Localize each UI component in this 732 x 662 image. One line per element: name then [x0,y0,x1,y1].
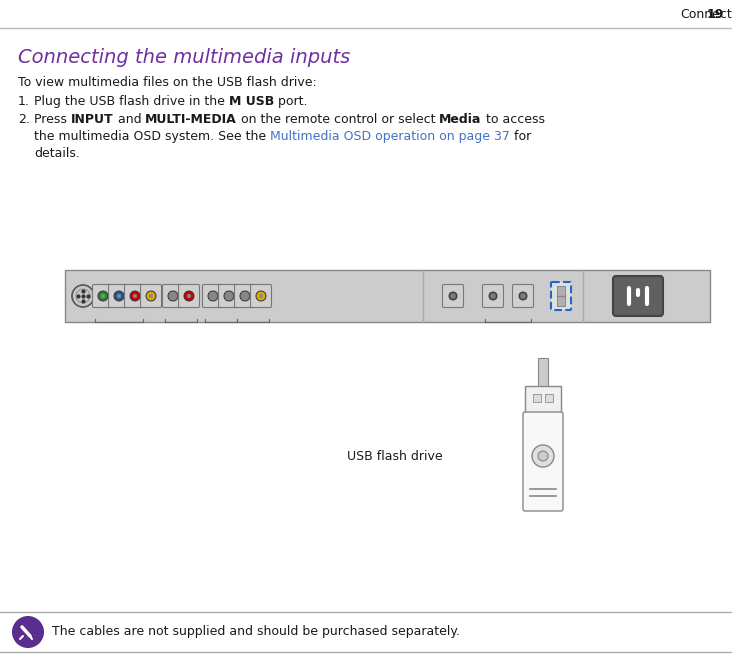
Bar [557,286,565,306]
Circle shape [212,294,214,298]
Circle shape [224,291,234,301]
Circle shape [522,295,524,297]
Text: for: for [510,130,531,143]
Text: on the remote control or select: on the remote control or select [237,113,439,126]
Text: M USB: M USB [229,95,274,108]
FancyBboxPatch shape [551,282,571,310]
Circle shape [243,294,247,298]
Text: port.: port. [274,95,307,108]
Circle shape [538,451,548,461]
Circle shape [519,292,527,300]
Text: To view multimedia files on the USB flash drive:: To view multimedia files on the USB flas… [18,76,317,89]
FancyBboxPatch shape [163,285,184,308]
FancyBboxPatch shape [482,285,504,308]
FancyBboxPatch shape [65,270,710,322]
Bar [545,394,553,402]
Circle shape [227,294,231,298]
FancyBboxPatch shape [525,386,561,414]
Text: Media: Media [439,113,482,126]
FancyBboxPatch shape [218,285,239,308]
FancyBboxPatch shape [250,285,272,308]
Circle shape [184,291,194,301]
Text: Multimedia OSD operation on page 37: Multimedia OSD operation on page 37 [270,130,510,143]
Circle shape [256,291,266,301]
Circle shape [492,295,494,297]
FancyBboxPatch shape [179,285,200,308]
Circle shape [146,291,156,301]
Text: details.: details. [34,147,80,160]
Text: Connection: Connection [680,7,732,21]
Text: 1.: 1. [18,95,30,108]
Bar [533,394,541,402]
Circle shape [532,445,554,467]
Text: to access: to access [482,113,545,126]
Circle shape [240,291,250,301]
Text: 19: 19 [706,7,724,21]
FancyBboxPatch shape [108,285,130,308]
Text: The cables are not supplied and should be purchased separately.: The cables are not supplied and should b… [52,626,460,639]
Text: the multimedia OSD system. See the: the multimedia OSD system. See the [34,130,270,143]
Circle shape [489,292,497,300]
FancyBboxPatch shape [92,285,113,308]
Circle shape [101,294,105,298]
Circle shape [259,294,263,298]
Circle shape [171,294,175,298]
Text: Connecting the multimedia inputs: Connecting the multimedia inputs [18,48,350,67]
Circle shape [98,291,108,301]
Circle shape [187,294,191,298]
Bar [538,358,548,386]
Circle shape [452,295,455,297]
Circle shape [114,291,124,301]
FancyBboxPatch shape [234,285,255,308]
Circle shape [449,292,457,300]
Text: USB flash drive: USB flash drive [348,449,443,463]
Circle shape [117,294,121,298]
Circle shape [168,291,178,301]
Circle shape [130,291,140,301]
Circle shape [208,291,218,301]
Circle shape [149,294,153,298]
Text: 2.: 2. [18,113,30,126]
FancyBboxPatch shape [141,285,162,308]
Circle shape [12,616,44,648]
Circle shape [133,294,137,298]
FancyBboxPatch shape [613,276,663,316]
Text: INPUT: INPUT [71,113,113,126]
Text: and: and [113,113,145,126]
Text: Press: Press [34,113,71,126]
FancyBboxPatch shape [124,285,146,308]
FancyBboxPatch shape [443,285,463,308]
Text: MULTI-MEDIA: MULTI-MEDIA [145,113,237,126]
Circle shape [72,285,94,307]
FancyBboxPatch shape [523,412,563,511]
Text: Plug the USB flash drive in the: Plug the USB flash drive in the [34,95,229,108]
FancyBboxPatch shape [203,285,223,308]
FancyBboxPatch shape [512,285,534,308]
